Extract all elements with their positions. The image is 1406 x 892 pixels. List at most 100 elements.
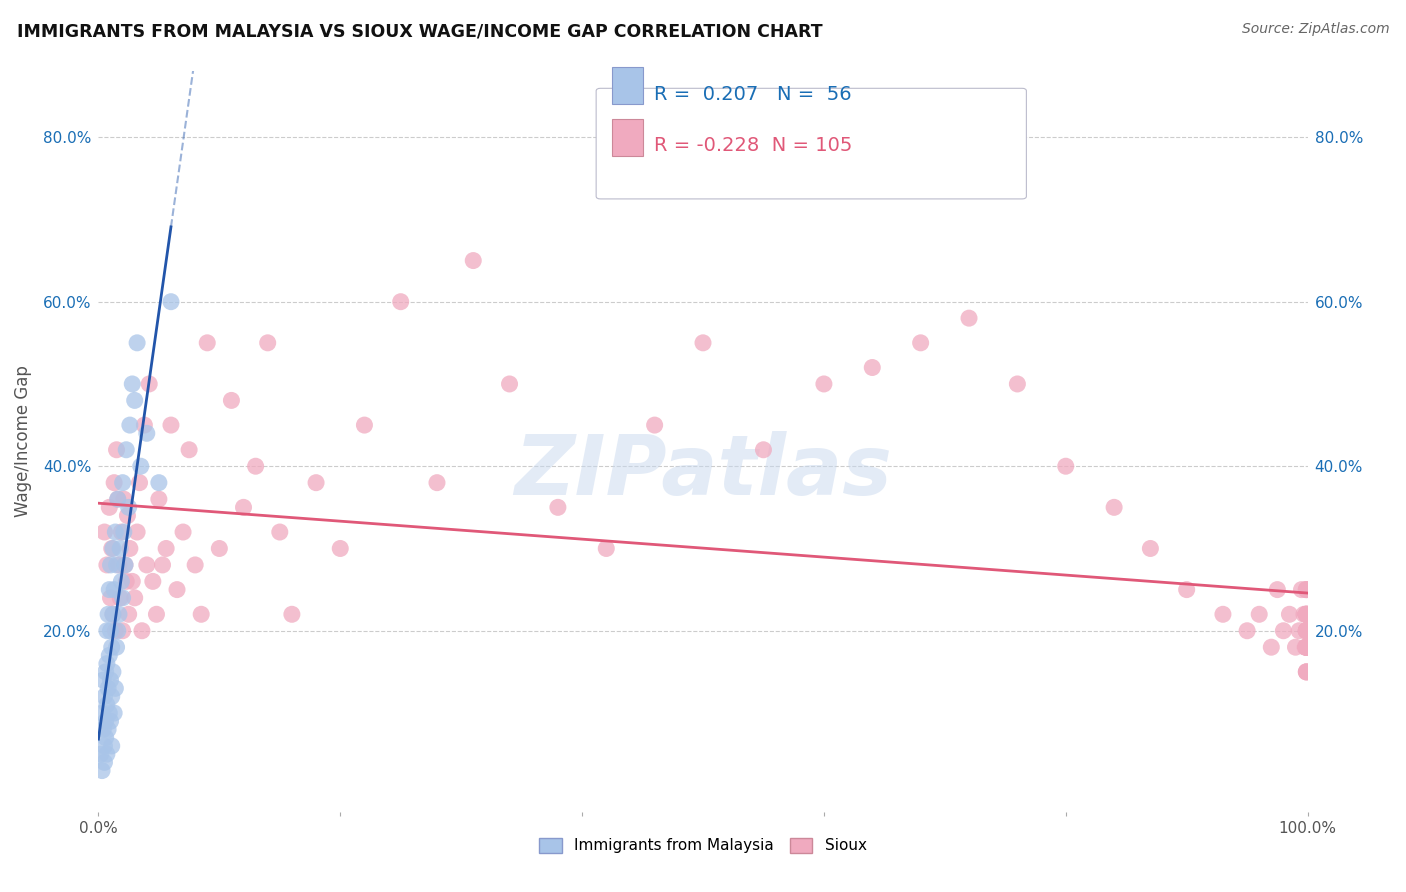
Point xyxy=(190,607,212,622)
Point xyxy=(101,665,124,679)
Point xyxy=(111,591,134,605)
Point xyxy=(112,492,135,507)
Point xyxy=(104,524,127,539)
Point xyxy=(860,360,883,375)
Point xyxy=(692,335,714,350)
Point xyxy=(134,418,156,433)
Point xyxy=(96,698,118,712)
Point xyxy=(1295,665,1317,679)
Point xyxy=(98,500,121,515)
Point xyxy=(131,624,153,638)
Point xyxy=(1295,640,1317,655)
Point xyxy=(752,442,775,457)
Point xyxy=(94,665,117,679)
Point xyxy=(1295,607,1317,622)
Point xyxy=(103,582,125,597)
Point xyxy=(1272,624,1295,638)
Point xyxy=(353,418,375,433)
Point xyxy=(160,294,183,309)
Point xyxy=(104,624,127,638)
Point xyxy=(96,558,118,572)
Point xyxy=(100,558,122,572)
Point xyxy=(1295,624,1317,638)
Point xyxy=(135,558,157,572)
Point xyxy=(1288,624,1310,638)
Point xyxy=(910,335,932,350)
Point xyxy=(118,541,141,556)
Point xyxy=(1295,607,1317,622)
Point xyxy=(152,558,174,572)
Point xyxy=(179,442,201,457)
Point xyxy=(1295,624,1317,638)
Point xyxy=(108,558,131,572)
Point xyxy=(1284,640,1306,655)
Point xyxy=(463,253,485,268)
Point xyxy=(105,558,128,572)
Point xyxy=(1295,640,1317,655)
Point xyxy=(1295,582,1317,597)
Point xyxy=(1102,500,1125,515)
Point xyxy=(121,574,143,589)
Point xyxy=(547,500,569,515)
Point xyxy=(208,541,231,556)
Point xyxy=(426,475,449,490)
Point xyxy=(1267,582,1289,597)
Point xyxy=(148,492,170,507)
Point xyxy=(184,558,207,572)
Point xyxy=(1295,607,1317,622)
Point xyxy=(118,418,141,433)
Point xyxy=(98,648,121,663)
Point xyxy=(108,591,131,605)
Point xyxy=(124,591,146,605)
Point xyxy=(1295,640,1317,655)
Point xyxy=(129,459,152,474)
Point xyxy=(117,508,139,523)
Point xyxy=(103,475,125,490)
Point xyxy=(498,376,520,391)
Point xyxy=(90,747,112,761)
Text: R =  0.207   N =  56: R = 0.207 N = 56 xyxy=(654,85,852,103)
Point xyxy=(105,442,128,457)
Point xyxy=(110,574,132,589)
Point xyxy=(124,393,146,408)
Point xyxy=(104,681,127,696)
Point xyxy=(644,418,666,433)
Point xyxy=(127,335,149,350)
Point xyxy=(269,524,291,539)
Point xyxy=(1294,640,1316,655)
Point xyxy=(1295,624,1317,638)
Text: ZIPatlas: ZIPatlas xyxy=(515,431,891,512)
Point xyxy=(101,607,124,622)
Point xyxy=(100,541,122,556)
Point xyxy=(121,376,143,391)
Point xyxy=(1295,624,1317,638)
Point xyxy=(142,574,165,589)
Point xyxy=(389,294,412,309)
Text: R = -0.228  N = 105: R = -0.228 N = 105 xyxy=(654,136,852,155)
Point xyxy=(1295,607,1317,622)
Point xyxy=(110,524,132,539)
Point xyxy=(256,335,278,350)
Point xyxy=(98,706,121,720)
Point xyxy=(138,376,160,391)
Point xyxy=(155,541,177,556)
Point xyxy=(115,442,138,457)
Point xyxy=(96,624,118,638)
Point xyxy=(1054,459,1077,474)
Text: IMMIGRANTS FROM MALAYSIA VS SIOUX WAGE/INCOME GAP CORRELATION CHART: IMMIGRANTS FROM MALAYSIA VS SIOUX WAGE/I… xyxy=(17,22,823,40)
Point xyxy=(100,640,122,655)
Point xyxy=(195,335,218,350)
Point xyxy=(111,624,134,638)
Text: Source: ZipAtlas.com: Source: ZipAtlas.com xyxy=(1241,22,1389,37)
Point xyxy=(93,739,115,753)
Point xyxy=(118,607,141,622)
Point xyxy=(114,558,136,572)
Point xyxy=(281,607,304,622)
Point xyxy=(1295,607,1317,622)
Point xyxy=(1292,607,1315,622)
Point xyxy=(1007,376,1029,391)
Point xyxy=(1260,640,1282,655)
Point xyxy=(1236,624,1258,638)
Point xyxy=(245,459,267,474)
Point xyxy=(1212,607,1234,622)
